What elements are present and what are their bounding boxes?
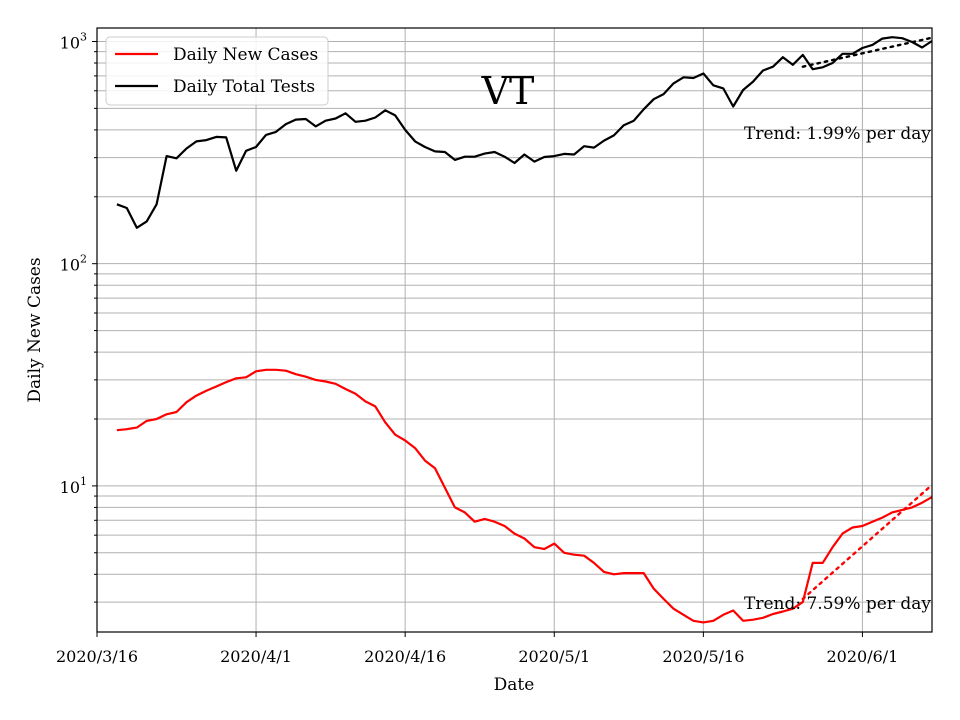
legend: Daily New Cases Daily Total Tests: [105, 36, 329, 106]
x-axis-ticks: 2020/3/16 2020/4/1 2020/4/16 2020/5/1 2020/5…: [56, 632, 898, 666]
y-tick-label: 102: [60, 253, 87, 275]
chart-title: VT: [481, 69, 535, 113]
legend-label-cases: Daily New Cases: [173, 45, 318, 65]
grid-lines: [96, 28, 932, 632]
cases-trend-annotation: Trend: 7.59% per day: [744, 594, 931, 614]
y-tick-label: 101: [60, 475, 87, 497]
daily-total-tests-line: [116, 36, 933, 229]
x-axis-label: Date: [494, 675, 535, 695]
x-tick-label: 2020/5/1: [518, 647, 590, 666]
x-tick-label: 2020/5/16: [662, 647, 744, 666]
daily-new-cases-line: [116, 368, 933, 624]
tests-trend-annotation: Trend: 1.99% per day: [744, 124, 931, 144]
legend-box: [105, 36, 329, 106]
x-tick-label: 2020/4/1: [220, 647, 292, 666]
y-axis-label: Daily New Cases: [25, 257, 45, 402]
tests-trend-line: [801, 36, 934, 68]
plot-frame: [96, 27, 933, 633]
x-tick-label: 2020/6/1: [826, 647, 898, 666]
x-tick-label: 2020/4/16: [364, 647, 446, 666]
y-tick-label: 103: [60, 30, 87, 52]
y-axis-ticks: 101 102 103: [60, 30, 97, 603]
series-lines: [116, 36, 934, 624]
cases-trend-line: [801, 483, 934, 601]
x-tick-label: 2020/3/16: [56, 647, 138, 666]
legend-label-tests: Daily Total Tests: [173, 77, 315, 97]
